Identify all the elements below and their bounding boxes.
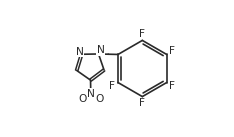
Text: N: N	[97, 45, 104, 55]
Text: F: F	[169, 81, 175, 91]
Text: F: F	[109, 81, 115, 91]
Text: F: F	[139, 29, 145, 39]
Text: N: N	[87, 89, 95, 99]
Text: O: O	[95, 94, 103, 104]
Text: F: F	[139, 98, 145, 108]
Text: O: O	[78, 94, 87, 104]
Text: F: F	[169, 46, 175, 56]
Text: N: N	[76, 47, 84, 57]
